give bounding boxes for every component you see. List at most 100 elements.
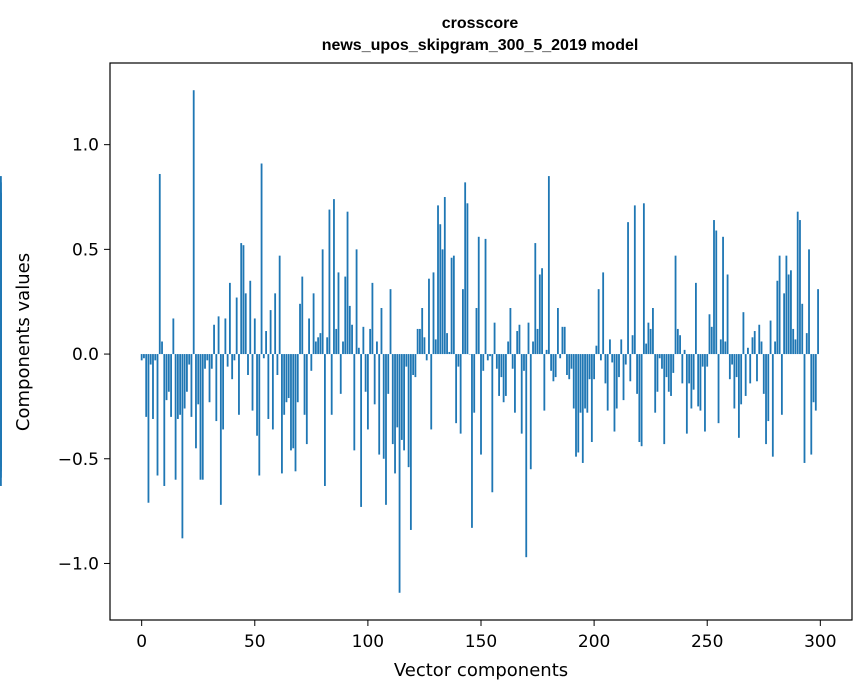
- bar: [437, 205, 439, 355]
- bar: [376, 341, 378, 355]
- bar: [337, 272, 340, 355]
- bar: [498, 354, 500, 396]
- bar: [183, 354, 186, 409]
- bar: [330, 354, 333, 415]
- bar: [545, 349, 548, 355]
- x-tick-label: 200: [578, 632, 610, 652]
- y-tick-label: 1.0: [72, 136, 99, 156]
- bar: [722, 236, 724, 355]
- bar: [321, 249, 324, 355]
- bar: [355, 249, 358, 355]
- bar: [737, 354, 740, 438]
- bar: [441, 249, 444, 355]
- bar: [339, 354, 342, 394]
- bar: [790, 270, 792, 355]
- bar: [695, 282, 697, 355]
- bar: [735, 354, 738, 378]
- x-tick-label: 50: [244, 632, 266, 652]
- bar: [532, 341, 534, 355]
- bar: [446, 333, 448, 355]
- bar: [409, 354, 412, 530]
- bar: [570, 354, 573, 369]
- bar: [550, 354, 553, 371]
- bar: [290, 354, 292, 451]
- bar: [473, 354, 476, 413]
- bar: [414, 354, 417, 378]
- bar: [0, 354, 2, 394]
- bar: [728, 354, 731, 380]
- bar: [631, 335, 634, 355]
- bar: [776, 280, 779, 355]
- bar: [147, 354, 150, 503]
- bar: [0, 354, 2, 443]
- bar: [516, 331, 519, 355]
- bar: [514, 354, 516, 413]
- bar: [663, 354, 666, 445]
- y-axis-ticks: −1.0 −0.5 0.0 0.5 1.0: [58, 136, 110, 574]
- plot-frame: [109, 62, 853, 621]
- bar: [588, 354, 591, 380]
- bar: [595, 345, 598, 355]
- bar: [283, 354, 286, 415]
- bar: [749, 354, 752, 384]
- bar: [593, 354, 596, 380]
- bar: [747, 347, 749, 355]
- bar: [369, 328, 372, 355]
- bar: [636, 354, 638, 394]
- bar: [701, 354, 704, 367]
- bar: [204, 354, 206, 369]
- bar: [699, 354, 702, 411]
- bar: [371, 282, 374, 355]
- bar: [165, 354, 168, 401]
- bar: [448, 351, 451, 355]
- bar: [717, 354, 720, 424]
- bar: [704, 354, 706, 432]
- bar: [615, 354, 618, 409]
- bar: [285, 354, 288, 403]
- bar: [267, 354, 270, 419]
- bar: [380, 308, 383, 355]
- bar: [561, 326, 564, 355]
- bar: [706, 354, 709, 367]
- y-axis-label: Components values: [13, 253, 34, 431]
- bar: [452, 255, 455, 355]
- bar: [760, 341, 763, 355]
- bar: [769, 320, 772, 355]
- bar: [240, 243, 243, 355]
- bar: [547, 176, 550, 355]
- bar: [618, 354, 620, 378]
- bar: [233, 354, 236, 361]
- bar: [228, 282, 231, 355]
- bar: [382, 354, 385, 459]
- bar: [244, 293, 247, 355]
- bar: [767, 354, 770, 422]
- bar: [672, 354, 675, 373]
- bar: [176, 354, 179, 419]
- bar: [351, 324, 353, 355]
- bar: [774, 341, 776, 355]
- x-tick-label: 0: [136, 632, 147, 652]
- bar: [753, 331, 756, 355]
- bar: [192, 90, 195, 355]
- x-axis-label: Vector components: [394, 660, 568, 681]
- bar: [385, 354, 387, 505]
- bar: [172, 318, 175, 355]
- y-tick-label: −0.5: [58, 450, 99, 470]
- y-tick-label: −1.0: [58, 554, 99, 574]
- bar: [579, 354, 582, 413]
- bar: [335, 328, 338, 355]
- bar: [231, 354, 234, 380]
- bar: [787, 274, 790, 355]
- bar: [611, 354, 614, 363]
- bar: [690, 354, 693, 409]
- bar: [665, 354, 668, 378]
- bar: [389, 289, 392, 355]
- bar: [808, 249, 810, 355]
- bar: [163, 354, 166, 486]
- bar: [219, 354, 222, 505]
- bar: [201, 354, 204, 480]
- bar: [412, 354, 415, 375]
- bar: [299, 303, 301, 355]
- bar: [305, 354, 308, 445]
- bar: [799, 220, 801, 355]
